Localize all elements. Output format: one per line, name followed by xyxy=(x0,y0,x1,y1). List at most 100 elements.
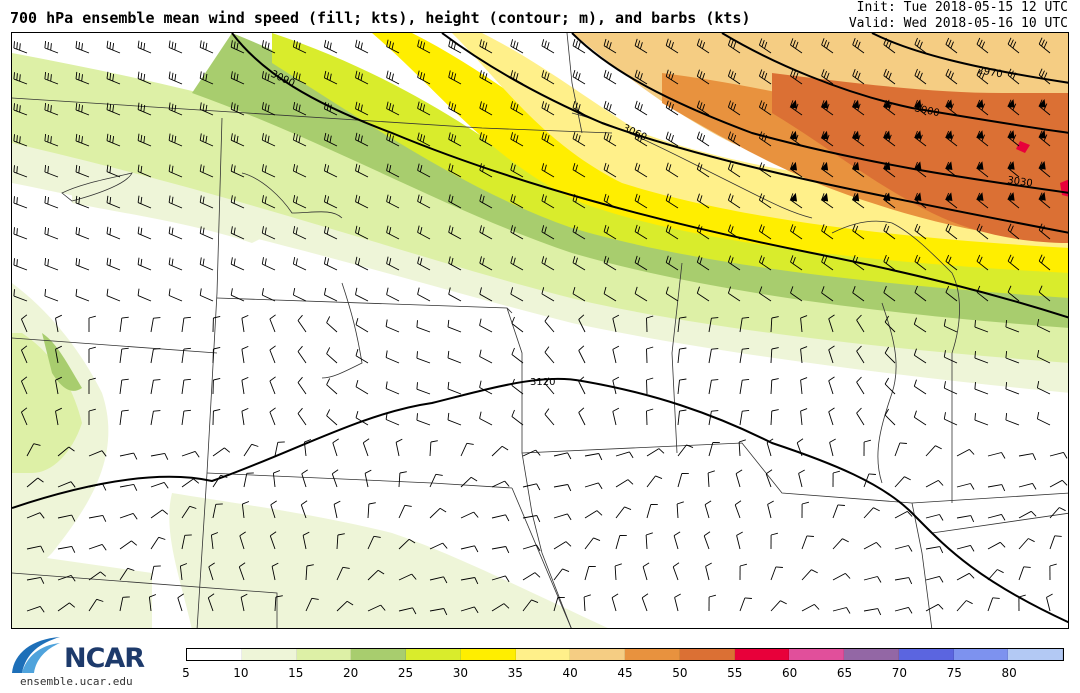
wind-barb-feather xyxy=(16,228,18,236)
wind-barb xyxy=(572,262,586,271)
wind-barb xyxy=(522,599,532,612)
wind-barb-feather xyxy=(264,258,267,266)
wind-barb-feather xyxy=(292,288,296,296)
fill-15-west xyxy=(12,333,82,473)
wind-barb-feather xyxy=(823,70,828,78)
wind-barb xyxy=(447,388,462,395)
wind-barb xyxy=(119,512,134,519)
wind-barb-feather xyxy=(417,39,420,47)
wind-barb-flag xyxy=(1038,130,1046,139)
wind-barb xyxy=(770,317,773,333)
wind-barb-feather xyxy=(637,40,641,48)
wind-barb-feather xyxy=(140,258,143,266)
wind-barb-feather xyxy=(603,286,607,294)
wind-barb-feather xyxy=(183,316,191,319)
wind-barb-feather xyxy=(484,73,488,81)
wind-barb xyxy=(790,230,803,240)
wind-barb xyxy=(491,546,506,550)
wind-barb-feather xyxy=(292,102,296,110)
wind-barb-feather xyxy=(267,73,270,81)
wind-barb xyxy=(728,292,741,302)
wind-barb xyxy=(231,139,245,147)
wind-barb-feather xyxy=(800,315,808,319)
wind-barb-feather xyxy=(208,562,215,568)
wind-barb-feather xyxy=(578,314,585,320)
wind-barb-feather xyxy=(670,41,674,49)
wind-barb xyxy=(728,106,741,116)
wind-barb xyxy=(241,504,245,519)
wind-barb xyxy=(324,232,338,240)
wind-barb-feather xyxy=(699,71,703,79)
wind-barb xyxy=(615,535,621,550)
wind-barb xyxy=(241,411,245,426)
wind-barb-feather xyxy=(47,228,49,236)
colorbar xyxy=(186,648,1064,661)
wind-barb-feather xyxy=(193,478,200,484)
wind-barb-feather xyxy=(13,72,15,80)
wind-barb-feather xyxy=(739,563,748,567)
wind-barb xyxy=(646,504,652,519)
wind-barb-feather xyxy=(301,469,308,475)
wind-barb-feather xyxy=(357,72,361,80)
logo-url: ensemble.ucar.edu xyxy=(20,675,133,688)
wind-barb xyxy=(734,504,741,519)
wind-barb-feather xyxy=(137,164,140,172)
wind-barb-feather xyxy=(939,576,944,583)
wind-barb-feather xyxy=(388,103,392,111)
wind-barb-feather xyxy=(261,40,264,48)
wind-barb xyxy=(491,603,505,612)
wind-barb xyxy=(987,597,994,612)
wind-barb-feather xyxy=(100,571,107,577)
wind-barb xyxy=(355,355,369,364)
wind-barb xyxy=(759,199,772,209)
wind-barb-feather xyxy=(1038,285,1043,293)
wind-barb xyxy=(603,293,617,302)
wind-barb-feather xyxy=(665,255,669,263)
wind-barb xyxy=(241,349,245,364)
wind-barb-feather xyxy=(821,69,825,77)
wind-barb-feather xyxy=(1049,563,1057,567)
wind-barb-feather xyxy=(665,38,669,46)
wind-barb xyxy=(447,357,462,364)
wind-barb-feather xyxy=(44,195,47,204)
wind-barb xyxy=(88,450,103,457)
wind-barb xyxy=(956,483,971,488)
wind-barb-feather xyxy=(738,439,746,443)
wind-barb-feather xyxy=(634,224,638,232)
wind-barb-feather xyxy=(373,535,381,538)
wind-barb-feather xyxy=(453,135,457,143)
wind-barb xyxy=(262,108,276,116)
wind-barb-feather xyxy=(137,71,140,79)
wind-barb-feather xyxy=(674,593,681,598)
wind-barb xyxy=(800,411,803,426)
wind-barb xyxy=(511,354,524,364)
wind-barb-feather xyxy=(583,594,591,598)
wind-barb-feather xyxy=(109,72,112,80)
wind-barb-feather xyxy=(233,227,236,235)
wind-barb-feather xyxy=(544,195,547,203)
wind-barb-feather xyxy=(19,136,21,144)
wind-barb-feather xyxy=(761,40,765,47)
wind-barb xyxy=(944,387,958,395)
wind-barb-feather xyxy=(978,256,983,264)
wind-barb xyxy=(584,537,594,550)
wind-barb-feather xyxy=(541,101,545,109)
wind-barb xyxy=(697,199,710,209)
wind-barb xyxy=(364,473,369,488)
wind-barb-feather xyxy=(417,70,420,78)
wind-barb-feather xyxy=(419,102,423,111)
wind-barb-feather xyxy=(1007,37,1012,45)
wind-barb xyxy=(417,294,431,302)
wind-barb-feather xyxy=(16,73,18,81)
wind-barb xyxy=(269,535,276,550)
wind-barb xyxy=(677,349,680,364)
wind-barb-flag xyxy=(1007,161,1015,170)
wind-barb xyxy=(332,442,338,457)
wind-barb-feather xyxy=(505,514,510,522)
wind-barb-feather xyxy=(50,105,52,113)
wind-barb xyxy=(386,263,400,271)
wind-barb xyxy=(828,411,834,426)
wind-barb-feather xyxy=(1041,256,1045,264)
wind-barb-feather xyxy=(606,164,610,172)
wind-barb xyxy=(863,608,878,612)
